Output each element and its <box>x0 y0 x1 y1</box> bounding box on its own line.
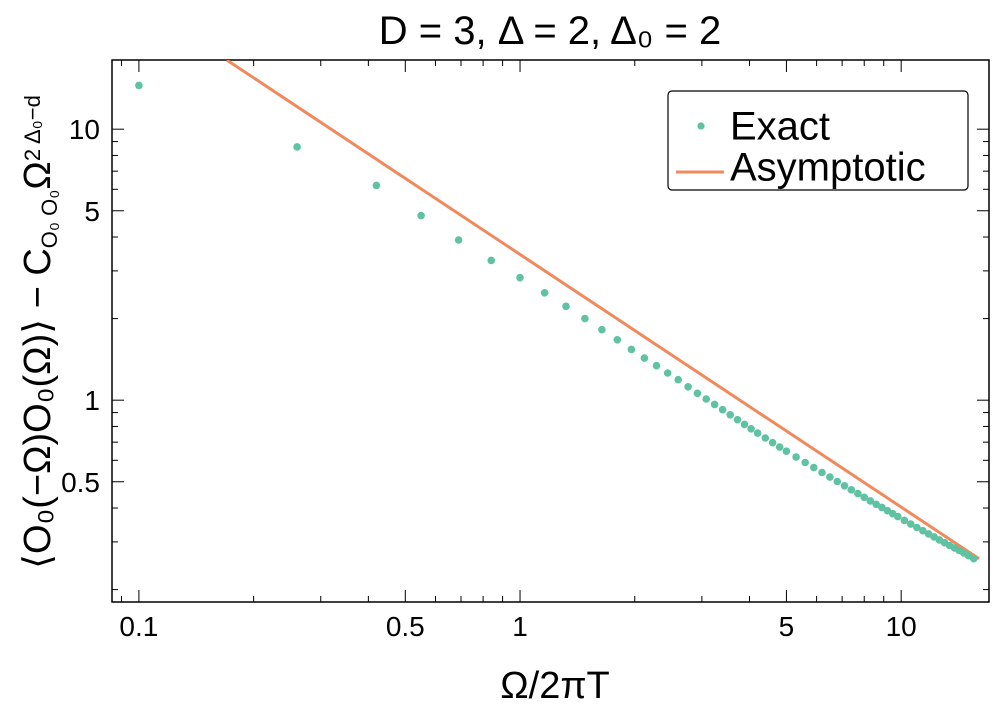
exact-point <box>417 211 425 220</box>
exact-point <box>907 520 915 528</box>
exact-point <box>562 302 570 311</box>
exact-point <box>894 512 902 521</box>
exact-point <box>782 447 791 456</box>
x-tick-label: 0.5 <box>386 611 425 642</box>
y-axis-label-tail: Ω <box>17 161 59 189</box>
exact-point <box>740 420 749 429</box>
exact-point <box>710 400 719 409</box>
exact-point <box>801 458 809 467</box>
exact-point <box>598 325 606 334</box>
exact-point <box>826 473 834 481</box>
exact-point <box>810 463 818 472</box>
exact-point <box>293 143 301 151</box>
y-tick-labels: 0.5 1 5 10 <box>61 114 100 498</box>
y-axis-label-sup: 2 Δ₀−d <box>20 95 45 161</box>
exact-point <box>487 256 496 265</box>
legend-exact-marker <box>697 122 705 130</box>
x-tick-label: 5 <box>779 611 795 642</box>
y-tick-label: 1 <box>84 385 100 416</box>
x-tick-label: 0.1 <box>119 611 158 642</box>
exact-point <box>919 526 927 535</box>
exact-point <box>581 314 589 323</box>
exact-point <box>818 468 826 477</box>
exact-point <box>878 503 886 512</box>
exact-point <box>726 411 734 419</box>
exact-points <box>135 81 978 563</box>
exact-point <box>684 383 692 391</box>
exact-point <box>627 345 636 354</box>
exact-point <box>753 429 762 437</box>
exact-point <box>747 425 755 433</box>
y-tick-label: 5 <box>84 196 100 227</box>
legend: Exact Asymptotic <box>667 90 969 191</box>
exact-point <box>866 497 875 505</box>
exact-point <box>872 500 880 509</box>
exact-point <box>663 369 672 377</box>
plot-marks <box>135 60 980 563</box>
exact-point <box>860 493 868 502</box>
legend-box <box>667 90 969 191</box>
asymptotic-line <box>225 60 980 560</box>
exact-point <box>372 181 381 190</box>
x-ticks <box>120 60 902 602</box>
exact-point <box>775 443 784 451</box>
legend-exact-label: Exact <box>730 105 830 149</box>
legend-asymptotic-label: Asymptotic <box>730 146 926 190</box>
exact-point <box>840 482 849 490</box>
exact-point <box>613 336 622 344</box>
x-tick-label: 1 <box>512 611 528 642</box>
exact-point <box>540 289 549 297</box>
chart-title: D = 3, Δ = 2, Δ₀ = 2 <box>379 9 721 53</box>
exact-point <box>761 434 770 442</box>
exact-point <box>913 523 921 532</box>
y-ticks <box>112 128 989 591</box>
exact-point <box>854 489 862 498</box>
y-tick-label: 0.5 <box>61 467 100 498</box>
plot-frame <box>111 59 990 603</box>
y-axis-label-sub: O₀ O₀ <box>37 190 62 249</box>
exact-point <box>792 453 800 461</box>
exact-point <box>652 361 661 370</box>
x-tick-labels: 0.1 0.5 1 5 10 <box>119 611 916 642</box>
exact-point <box>718 405 727 414</box>
exact-point <box>702 395 710 403</box>
exact-point <box>640 354 649 362</box>
exact-point <box>693 389 702 398</box>
y-axis-label-main: ⟨O₀(−Ω)O₀(Ω)⟩ − C <box>17 248 59 569</box>
exact-point <box>516 273 524 282</box>
exact-point <box>674 375 682 384</box>
exact-point <box>733 415 742 424</box>
y-axis-label: ⟨O₀(−Ω)O₀(Ω)⟩ − CO₀ O₀Ω2 Δ₀−d <box>17 95 62 569</box>
y-tick-label: 10 <box>69 114 100 145</box>
exact-point <box>768 438 777 447</box>
exact-point <box>833 477 842 486</box>
exact-point <box>969 554 978 563</box>
exact-point <box>900 516 909 525</box>
x-axis-label: Ω/2πT <box>500 665 610 707</box>
exact-point <box>454 236 463 244</box>
exact-point <box>847 486 856 494</box>
x-tick-label: 10 <box>886 611 917 642</box>
exact-point <box>135 81 143 90</box>
